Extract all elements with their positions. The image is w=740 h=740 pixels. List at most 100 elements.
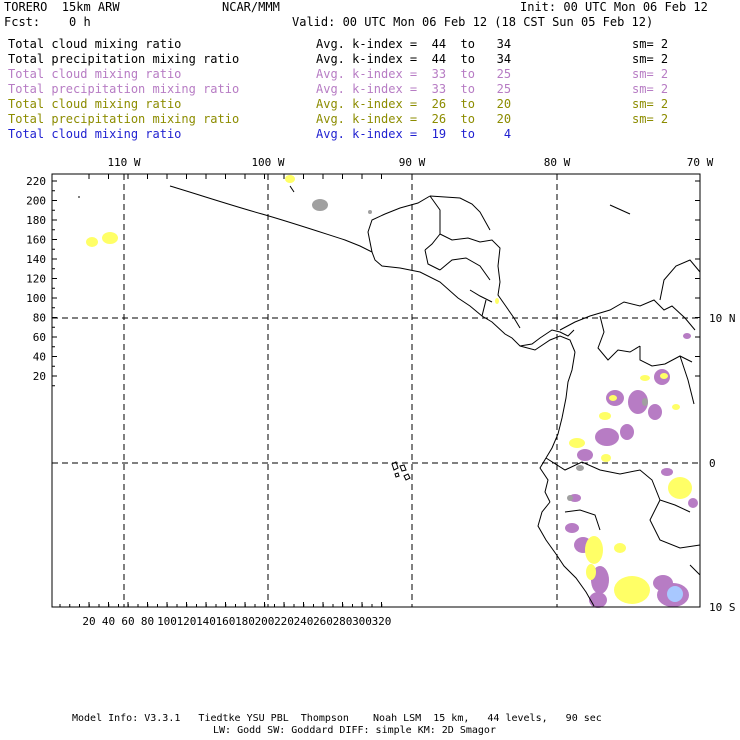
purple-field-patch	[661, 468, 673, 476]
yellow-field-patch	[495, 298, 499, 304]
purple-field-patch	[648, 404, 662, 420]
yellow-field-patch	[102, 232, 118, 244]
valid-time: Valid: 00 UTC Mon 06 Feb 12 (18 CST Sun …	[292, 15, 654, 29]
x-tick-label: 240	[294, 615, 314, 628]
x-tick-label: 320	[372, 615, 392, 628]
yellow-field-patch	[585, 536, 603, 564]
longitude-label: 100 W	[251, 156, 284, 169]
longitude-label: 110 W	[107, 156, 140, 169]
x-tick-label: 40	[102, 615, 115, 628]
legend-smoothing: sm= 2	[632, 97, 669, 111]
mixing-ratio-shading	[86, 175, 698, 608]
model-title: TORERO 15km ARW	[4, 0, 120, 14]
purple-field-patch	[688, 498, 698, 508]
purple-field-patch	[683, 333, 691, 339]
model-info: Model Info: V3.3.1 Tiedtke YSU PBL Thomp…	[72, 713, 602, 724]
legend-smoothing: sm= 2	[632, 37, 669, 51]
y-tick-label: 60	[33, 331, 46, 344]
yellow-field-patch	[601, 454, 611, 462]
x-tick-label: 120	[177, 615, 197, 628]
blue-field-patch	[667, 586, 683, 602]
legend-field-name: Total precipitation mixing ratio	[8, 112, 240, 126]
purple-field-patch	[589, 592, 607, 608]
yellow-field-patch	[86, 237, 98, 247]
coastlines	[78, 185, 701, 607]
y-tick-label: 200	[26, 195, 46, 208]
longitude-label: 70 W	[687, 156, 714, 169]
x-tick-label: 280	[333, 615, 353, 628]
yellow-field-patch	[599, 412, 611, 420]
init-time: Init: 00 UTC Mon 06 Feb 12	[520, 0, 708, 14]
yellow-field-patch	[614, 543, 626, 553]
legend-field-name: Total cloud mixing ratio	[8, 37, 182, 51]
forecast-hour: Fcst: 0 h	[4, 15, 91, 29]
purple-field-patch	[565, 523, 579, 533]
x-tick-label: 260	[313, 615, 333, 628]
legend-field-name: Total precipitation mixing ratio	[8, 52, 240, 66]
legend-kindex-range: Avg. k-index = 19 to 4	[316, 127, 512, 141]
yellow-field-patch	[660, 373, 668, 379]
legend-field-name: Total cloud mixing ratio	[8, 67, 182, 81]
y-tick-label: 160	[26, 234, 46, 247]
plot-frame	[51, 173, 701, 608]
y-tick-label: 40	[33, 351, 46, 364]
latitude-label: 0	[709, 457, 716, 470]
yellow-field-patch	[640, 375, 650, 381]
x-tick-label: 20	[82, 615, 95, 628]
purple-field-patch	[595, 428, 619, 446]
yellow-field-patch	[285, 175, 295, 183]
legend-field-name: Total precipitation mixing ratio	[8, 82, 240, 96]
purple-field-patch	[620, 424, 634, 440]
physics-info: LW: Godd SW: Goddard DIFF: simple KM: 2D…	[213, 725, 496, 736]
y-tick-label: 120	[26, 273, 46, 286]
legend-kindex-range: Avg. k-index = 33 to 25	[316, 67, 512, 81]
x-tick-label: 300	[352, 615, 372, 628]
legend-kindex-range: Avg. k-index = 44 to 34	[316, 52, 512, 66]
longitude-label: 90 W	[399, 156, 426, 169]
yellow-field-patch	[672, 404, 680, 410]
x-tick-label: 160	[216, 615, 236, 628]
gray-field-patch	[576, 465, 584, 471]
y-tick-label: 100	[26, 292, 46, 305]
yellow-field-patch	[569, 438, 585, 448]
x-tick-label: 200	[255, 615, 275, 628]
legend-smoothing: sm= 2	[632, 82, 669, 96]
gray-field-patch	[312, 199, 328, 211]
x-tick-label: 220	[274, 615, 294, 628]
y-tick-label: 80	[33, 312, 46, 325]
gray-field-patch	[567, 495, 573, 501]
legend-kindex-range: Avg. k-index = 44 to 34	[316, 37, 512, 51]
x-tick-label: 180	[235, 615, 255, 628]
legend-kindex-range: Avg. k-index = 26 to 20	[316, 112, 512, 126]
x-tick-label: 100	[157, 615, 177, 628]
org-label: NCAR/MMM	[222, 0, 280, 14]
latitude-label: 10 S	[709, 601, 736, 614]
latitude-label: 10 N	[709, 312, 736, 325]
legend-smoothing: sm= 2	[632, 67, 669, 81]
purple-field-patch	[577, 449, 593, 461]
x-tick-label: 140	[196, 615, 216, 628]
y-tick-label: 140	[26, 253, 46, 266]
legend-field-name: Total cloud mixing ratio	[8, 97, 182, 111]
yellow-field-patch	[614, 576, 650, 604]
gray-field-patch	[368, 210, 372, 214]
legend-kindex-range: Avg. k-index = 33 to 25	[316, 82, 512, 96]
yellow-field-patch	[586, 564, 596, 580]
x-tick-label: 80	[141, 615, 154, 628]
legend-field-name: Total cloud mixing ratio	[8, 127, 182, 141]
yellow-field-patch	[609, 395, 617, 401]
gray-field-patch	[642, 398, 648, 406]
legend-smoothing: sm= 2	[632, 112, 669, 126]
purple-field-patch	[628, 390, 648, 414]
legend-smoothing: sm= 2	[632, 52, 669, 66]
yellow-field-patch	[668, 477, 692, 499]
longitude-label: 80 W	[544, 156, 571, 169]
y-tick-label: 180	[26, 214, 46, 227]
x-tick-label: 60	[121, 615, 134, 628]
y-tick-label: 220	[26, 175, 46, 188]
lat-lon-grid	[52, 174, 700, 607]
legend-kindex-range: Avg. k-index = 26 to 20	[316, 97, 512, 111]
y-tick-label: 20	[33, 370, 46, 383]
